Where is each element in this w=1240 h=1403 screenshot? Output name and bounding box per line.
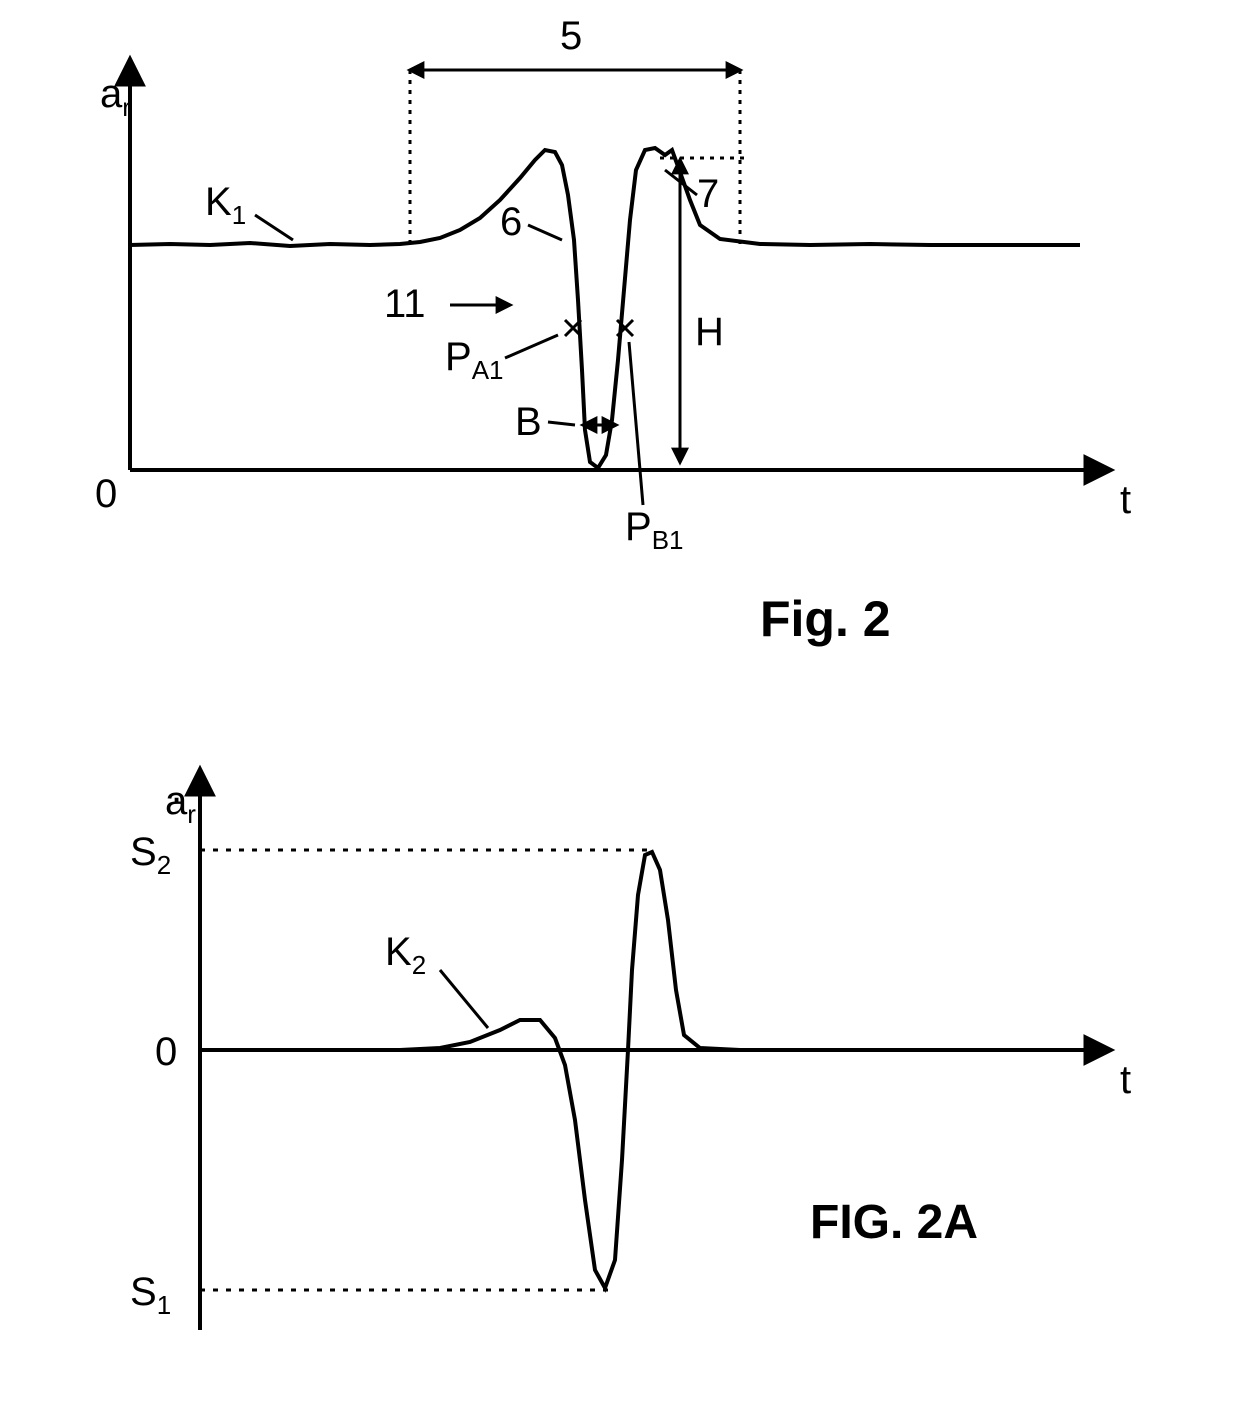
label-5: 5: [560, 14, 582, 59]
fig2-x-axis-label: t: [1120, 478, 1131, 523]
label-S1: S1: [130, 1270, 171, 1321]
fig2a-caption: FIG. 2A: [810, 1195, 978, 1250]
fig2a-y-axis-label: .ar: [165, 779, 196, 830]
label-K2: K2: [385, 930, 426, 981]
lead-6: [528, 225, 562, 240]
fig2-y-axis-label: ar: [100, 72, 131, 123]
drawing-svg: [0, 0, 1240, 1403]
leadB: [548, 422, 575, 425]
fig2a-x-axis-label: t: [1120, 1058, 1131, 1103]
lead-K2: [440, 970, 488, 1028]
label-K1: K1: [205, 180, 246, 231]
label-PB1: PB1: [625, 505, 684, 556]
fig2-group: [130, 60, 1110, 505]
fig2a-origin-label: 0: [155, 1030, 177, 1075]
lead-K1: [255, 215, 293, 240]
lead-PB1: [629, 342, 643, 505]
lead-PA1: [505, 335, 558, 358]
figure-canvas: ar t 0 5 6 7 11 H B K1 PA1 PB1 Fig. 2 .a…: [0, 0, 1240, 1403]
fig2-origin-label: 0: [95, 472, 117, 517]
label-11: 11: [384, 282, 426, 327]
label-7: 7: [697, 172, 719, 217]
label-S2: S2: [130, 830, 171, 881]
fig2-caption: Fig. 2: [760, 590, 891, 648]
label-6: 6: [500, 200, 522, 245]
label-PA1: PA1: [445, 335, 504, 386]
label-B: B: [515, 400, 542, 445]
label-H: H: [695, 310, 724, 355]
curve-K1: [130, 148, 1080, 468]
